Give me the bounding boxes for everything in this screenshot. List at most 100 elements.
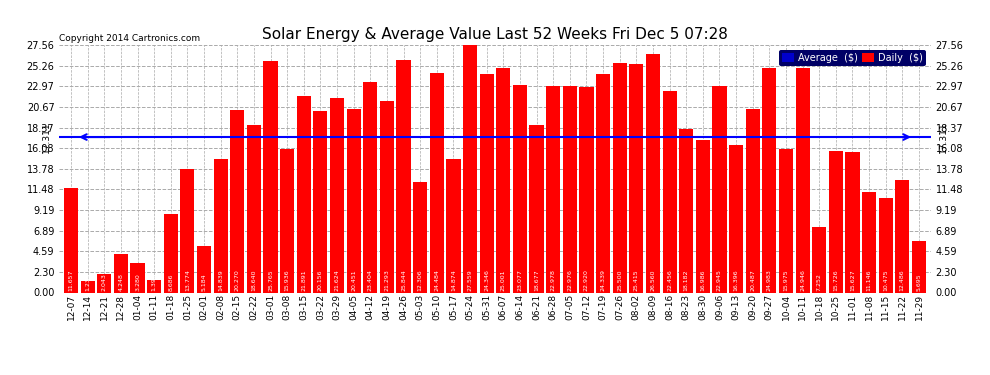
Bar	[163, 214, 178, 292]
Text: 1.236: 1.236	[85, 273, 90, 291]
Bar	[845, 152, 859, 292]
Text: 5.695: 5.695	[917, 273, 922, 291]
Text: 27.559: 27.559	[467, 269, 472, 291]
Bar	[197, 246, 211, 292]
Bar	[713, 87, 727, 292]
Text: 2.043: 2.043	[102, 273, 107, 291]
Text: 12.306: 12.306	[418, 270, 423, 291]
Bar	[413, 182, 428, 292]
Bar	[430, 73, 444, 292]
Bar	[613, 63, 627, 292]
Bar	[662, 91, 676, 292]
Text: 1.392: 1.392	[151, 273, 156, 291]
Text: 25.500: 25.500	[617, 270, 622, 291]
Text: 20.487: 20.487	[750, 269, 755, 291]
Bar	[363, 82, 377, 292]
Text: 20.451: 20.451	[351, 270, 356, 291]
Text: 7.252: 7.252	[817, 273, 822, 291]
Text: 21.624: 21.624	[335, 269, 340, 291]
Text: 25.765: 25.765	[268, 270, 273, 291]
Bar	[330, 98, 345, 292]
Bar	[297, 96, 311, 292]
Text: 22.920: 22.920	[584, 269, 589, 291]
Title: Solar Energy & Average Value Last 52 Weeks Fri Dec 5 07:28: Solar Energy & Average Value Last 52 Wee…	[262, 27, 728, 42]
Text: 25.844: 25.844	[401, 269, 406, 291]
Text: 16.396: 16.396	[734, 270, 739, 291]
Bar	[346, 109, 360, 292]
Text: 23.404: 23.404	[368, 269, 373, 291]
Text: 11.657: 11.657	[68, 270, 73, 291]
Bar	[679, 129, 693, 292]
Text: 25.415: 25.415	[634, 270, 639, 291]
Text: 10.475: 10.475	[883, 270, 888, 291]
Text: 22.976: 22.976	[567, 269, 572, 291]
Text: 24.946: 24.946	[800, 269, 805, 291]
Text: 12.486: 12.486	[900, 270, 905, 291]
Text: 22.456: 22.456	[667, 269, 672, 291]
Bar	[64, 188, 78, 292]
Bar	[630, 64, 644, 292]
Text: 16.986: 16.986	[700, 270, 705, 291]
Text: 24.339: 24.339	[601, 269, 606, 291]
Bar	[546, 86, 560, 292]
Bar	[530, 125, 544, 292]
Text: 22.945: 22.945	[717, 269, 722, 291]
Text: 14.874: 14.874	[450, 269, 456, 291]
Bar	[380, 101, 394, 292]
Bar	[247, 125, 261, 292]
Bar	[263, 61, 277, 292]
Bar	[80, 281, 95, 292]
Bar	[762, 68, 776, 292]
Text: 8.686: 8.686	[168, 274, 173, 291]
Text: 11.146: 11.146	[866, 270, 871, 291]
Bar	[131, 263, 145, 292]
Text: 24.484: 24.484	[435, 269, 440, 291]
Bar	[463, 45, 477, 292]
Bar	[396, 60, 411, 292]
Text: 20.156: 20.156	[318, 270, 323, 291]
Text: 24.983: 24.983	[767, 269, 772, 291]
Text: 15.936: 15.936	[285, 270, 290, 291]
Bar	[314, 111, 328, 292]
Text: 20.270: 20.270	[235, 269, 240, 291]
Bar	[513, 85, 527, 292]
Bar	[97, 274, 111, 292]
Text: 18.677: 18.677	[534, 270, 540, 291]
Text: 22.978: 22.978	[550, 269, 555, 291]
Bar	[895, 180, 910, 292]
Bar	[796, 69, 810, 292]
Text: 5.184: 5.184	[202, 273, 207, 291]
Bar	[729, 145, 743, 292]
Bar	[280, 149, 294, 292]
Bar	[829, 151, 842, 292]
Bar	[446, 159, 460, 292]
Text: 17.311: 17.311	[42, 121, 50, 153]
Bar	[879, 198, 893, 292]
Legend: Average  ($), Daily  ($): Average ($), Daily ($)	[779, 50, 926, 66]
Text: 25.001: 25.001	[501, 270, 506, 291]
Text: 21.891: 21.891	[301, 270, 306, 291]
Bar	[148, 280, 161, 292]
Bar	[479, 74, 494, 292]
Text: 18.182: 18.182	[684, 270, 689, 291]
Text: 18.640: 18.640	[251, 270, 256, 291]
Text: 14.839: 14.839	[218, 269, 223, 291]
Bar	[745, 108, 759, 292]
Text: 15.726: 15.726	[834, 270, 839, 291]
Bar	[596, 74, 610, 292]
Text: 13.774: 13.774	[185, 269, 190, 291]
Bar	[812, 227, 827, 292]
Bar	[180, 169, 194, 292]
Bar	[231, 111, 245, 292]
Text: 15.975: 15.975	[783, 270, 788, 291]
Text: Copyright 2014 Cartronics.com: Copyright 2014 Cartronics.com	[59, 33, 201, 42]
Bar	[214, 159, 228, 292]
Bar	[114, 254, 128, 292]
Text: 3.280: 3.280	[135, 273, 140, 291]
Bar	[912, 242, 926, 292]
Text: 4.248: 4.248	[119, 273, 124, 291]
Bar	[562, 86, 577, 292]
Text: 26.560: 26.560	[650, 270, 655, 291]
Bar	[696, 140, 710, 292]
Bar	[579, 87, 594, 292]
